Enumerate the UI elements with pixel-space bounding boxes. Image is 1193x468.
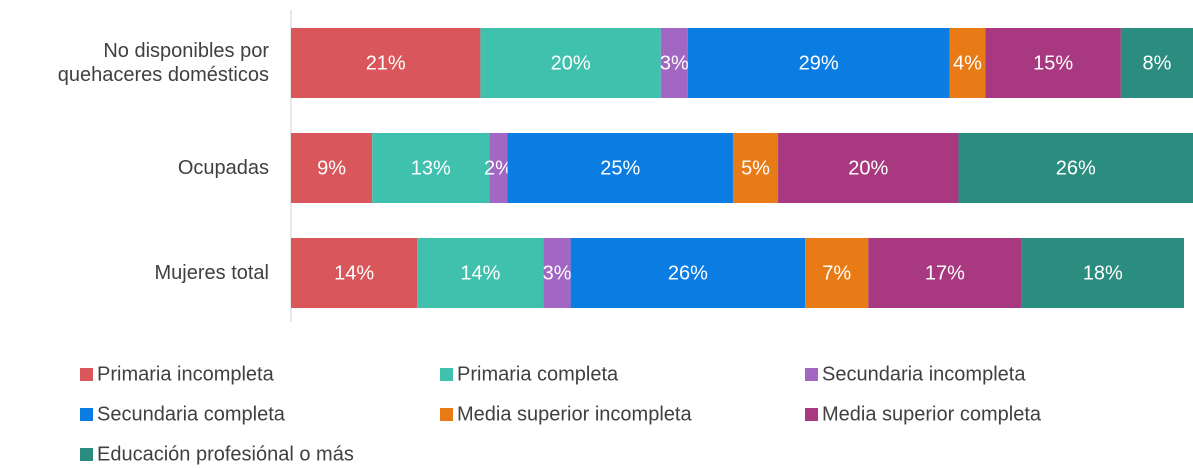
bar-segment: [949, 28, 986, 98]
legend-label: Primaria incompleta: [97, 363, 275, 385]
bar-segment: [660, 28, 688, 98]
bar-segment: [958, 133, 1193, 203]
legend-label: Secundaria completa: [97, 403, 286, 425]
data-label: 26%: [668, 262, 708, 284]
data-label: 15%: [1033, 52, 1073, 74]
bar-segment: [291, 28, 481, 98]
data-label: 3%: [660, 52, 689, 74]
data-label: 14%: [460, 262, 500, 284]
data-label: 8%: [1142, 52, 1171, 74]
data-label: 17%: [925, 262, 965, 284]
data-label: 20%: [848, 157, 888, 179]
legend-swatch: [440, 408, 453, 421]
bar-segment: [291, 133, 373, 203]
legend-label: Media superior incompleta: [457, 403, 692, 425]
data-label: 18%: [1083, 262, 1123, 284]
category-label: Ocupadas: [177, 157, 269, 179]
bar-segment: [985, 28, 1121, 98]
data-label: 14%: [334, 262, 374, 284]
data-label: 2%: [484, 157, 513, 179]
data-label: 29%: [799, 52, 839, 74]
data-label: 26%: [1056, 157, 1096, 179]
bar-segment: [291, 238, 418, 308]
data-label: 9%: [317, 157, 346, 179]
data-label: 20%: [551, 52, 591, 74]
data-label: 13%: [411, 157, 451, 179]
legend-swatch: [440, 368, 453, 381]
data-label: 4%: [953, 52, 982, 74]
legend-label: Educación profesiónal o más: [97, 443, 354, 465]
data-label: 3%: [543, 262, 572, 284]
bar-segment: [507, 133, 733, 203]
bar-segment: [417, 238, 544, 308]
bar-segment: [732, 133, 779, 203]
category-label: No disponibles por quehaceres domésticos: [57, 40, 269, 86]
data-label: 5%: [741, 157, 770, 179]
bar-segment: [489, 133, 508, 203]
bar-segment: [687, 28, 950, 98]
legend-label: Secundaria incompleta: [822, 363, 1026, 385]
bar-segment: [868, 238, 1022, 308]
bar-segment: [480, 28, 661, 98]
bar-segment: [543, 238, 571, 308]
legend-swatch: [80, 408, 93, 421]
data-label: 7%: [822, 262, 851, 284]
bar-segment: [778, 133, 959, 203]
data-label: 21%: [366, 52, 406, 74]
bar-segment: [570, 238, 806, 308]
legend-label: Media superior completa: [822, 403, 1042, 425]
bar-segment: [805, 238, 869, 308]
data-label: 25%: [600, 157, 640, 179]
legend-swatch: [805, 368, 818, 381]
category-label: Mujeres total: [154, 262, 270, 284]
bar-segment: [372, 133, 490, 203]
legend-label: Primaria completa: [457, 363, 619, 385]
legend-swatch: [805, 408, 818, 421]
bar-segment: [1120, 28, 1193, 98]
legend-swatch: [80, 448, 93, 461]
legend-swatch: [80, 368, 93, 381]
bar-segment: [1021, 238, 1184, 308]
